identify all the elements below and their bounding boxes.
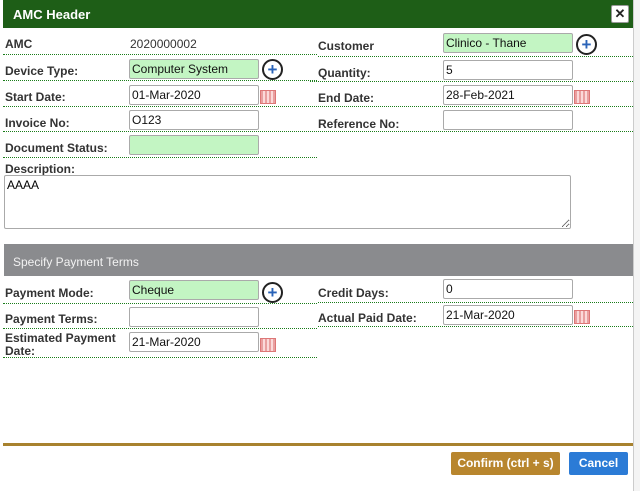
description-textarea[interactable]: [4, 175, 571, 229]
invoice-no-label: Invoice No:: [5, 116, 70, 130]
divider: [3, 106, 317, 107]
estimated-payment-date-label: Estimated Payment Date:: [5, 331, 116, 358]
divider: [3, 357, 317, 358]
start-date-input[interactable]: 01-Mar-2020: [129, 85, 259, 105]
background-strip: [634, 0, 640, 491]
quantity-input[interactable]: 5: [443, 60, 573, 80]
calendar-icon[interactable]: [574, 90, 590, 104]
add-device-type-icon[interactable]: +: [262, 59, 283, 80]
divider: [3, 131, 317, 132]
actual-paid-date-input[interactable]: 21-Mar-2020: [443, 305, 573, 325]
customer-input[interactable]: Clinico - Thane: [443, 33, 573, 53]
payment-mode-label: Payment Mode:: [5, 286, 94, 300]
divider: [3, 328, 317, 329]
calendar-icon[interactable]: [574, 310, 590, 324]
divider: [310, 106, 633, 107]
amc-value: 2020000002: [130, 37, 197, 51]
amc-label: AMC: [5, 37, 33, 51]
divider: [3, 54, 317, 55]
add-payment-mode-icon[interactable]: +: [262, 282, 283, 303]
divider: [3, 80, 317, 81]
device-type-label: Device Type:: [5, 64, 79, 78]
end-date-label: End Date:: [318, 91, 375, 105]
actual-paid-date-label: Actual Paid Date:: [318, 311, 417, 325]
divider: [318, 56, 633, 57]
customer-label: Customer: [318, 39, 375, 53]
footer-divider: [3, 443, 633, 446]
payment-section-title: Specify Payment Terms: [13, 255, 139, 269]
device-type-input[interactable]: Computer System: [129, 59, 259, 79]
calendar-icon[interactable]: [260, 90, 276, 104]
divider: [3, 157, 317, 158]
divider: [310, 81, 633, 82]
dialog-title: AMC Header: [13, 7, 91, 22]
divider: [318, 302, 633, 303]
payment-terms-input[interactable]: [129, 307, 259, 327]
confirm-button[interactable]: Confirm (ctrl + s): [451, 452, 560, 475]
estimated-payment-date-input[interactable]: 21-Mar-2020: [129, 332, 259, 352]
credit-days-label: Credit Days:: [318, 286, 389, 300]
divider: [3, 303, 317, 304]
calendar-icon[interactable]: [260, 338, 276, 352]
quantity-label: Quantity:: [318, 66, 371, 80]
reference-no-label: Reference No:: [318, 117, 400, 131]
dialog-header: [3, 0, 633, 28]
credit-days-input[interactable]: 0: [443, 279, 573, 299]
payment-section-bar: [4, 244, 633, 276]
add-customer-icon[interactable]: +: [576, 34, 597, 55]
description-label: Description:: [5, 162, 76, 176]
payment-terms-label: Payment Terms:: [5, 312, 98, 326]
document-status-label: Document Status:: [5, 141, 108, 155]
reference-no-input[interactable]: [443, 110, 573, 130]
close-icon[interactable]: ✕: [611, 5, 629, 23]
payment-mode-input[interactable]: Cheque: [129, 280, 259, 300]
divider: [318, 326, 633, 327]
start-date-label: Start Date:: [5, 90, 66, 104]
invoice-no-input[interactable]: O123: [129, 110, 259, 130]
divider: [310, 131, 633, 132]
document-status-input[interactable]: [129, 135, 259, 155]
cancel-button[interactable]: Cancel: [569, 452, 628, 475]
end-date-input[interactable]: 28-Feb-2021: [443, 85, 573, 105]
